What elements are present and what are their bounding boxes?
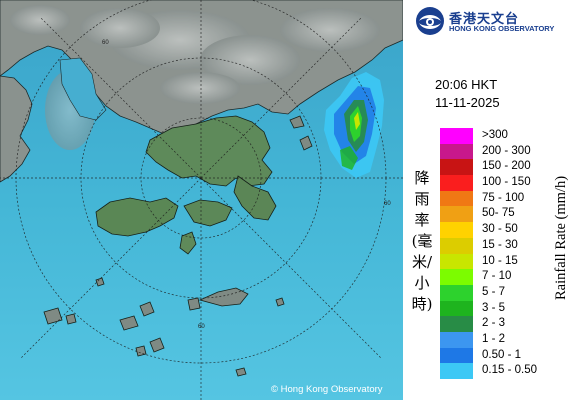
scale-swatch: [440, 316, 473, 332]
legend-panel: 香港天文台 HONG KONG OBSERVATORY 20:06 HKT 11…: [403, 0, 577, 400]
estuary: [59, 57, 107, 121]
observatory-name-en: HONG KONG OBSERVATORY: [449, 24, 555, 33]
range-ring-label: 60: [198, 324, 205, 330]
rain-echo: [324, 72, 384, 178]
sai-kung: [233, 175, 277, 221]
scale-label: 50- 75: [482, 207, 515, 220]
scale-label: 2 - 3: [482, 317, 506, 330]
scale-swatch: [440, 284, 473, 301]
radar-map-canvas: 60 60 60: [0, 0, 403, 400]
scale-label: 10 - 15: [482, 254, 518, 267]
scale-swatch: [440, 347, 473, 364]
scale-label: 100 - 150: [482, 176, 531, 189]
copyright-notice: © Hong Kong Observatory: [271, 384, 383, 395]
scale-label: 30 - 50: [482, 223, 518, 236]
color-scale-labels: >300 200 - 300 150 - 200 100 - 150 75 - 100 5…: [482, 128, 574, 379]
legend-title-cn: 降雨率(毫米/小時): [411, 169, 433, 313]
new-territories: [145, 115, 273, 187]
scale-swatch: [440, 253, 473, 270]
hko-logo-icon: [416, 7, 444, 35]
radar-map: 60 60 60 © Hong Kong Observatory: [0, 0, 403, 400]
cloud-cover: [10, 5, 380, 150]
range-rings: [0, 0, 403, 400]
scale-swatch: [440, 159, 473, 176]
scale-swatch: [440, 143, 473, 160]
scale-swatch: [440, 222, 473, 238]
scale-label: 1 - 2: [482, 332, 506, 345]
scale-label: 0.15 - 0.50: [482, 364, 537, 377]
scale-label: >300: [482, 129, 508, 141]
scale-swatch: [440, 269, 473, 285]
scale-swatch: [440, 128, 473, 144]
scale-label: 0.50 - 1: [482, 348, 521, 361]
observatory-name-cn: 香港天文台: [449, 11, 520, 26]
lamma-island: [179, 231, 197, 255]
west-coast-land: [0, 75, 33, 183]
scale-label: 3 - 5: [482, 301, 506, 314]
observation-date: 11-11-2025: [435, 95, 500, 110]
lantau-island: [95, 197, 179, 237]
scale-label: 15 - 30: [482, 238, 518, 251]
range-ring-label: 60: [384, 201, 391, 207]
scale-swatch: [440, 300, 473, 317]
observation-time: 20:06 HKT: [435, 77, 498, 92]
range-ring-label: 60: [102, 40, 109, 46]
scale-label: 7 - 10: [482, 270, 512, 283]
scale-label: 200 - 300: [482, 144, 531, 157]
scale-label: 5 - 7: [482, 285, 506, 298]
observatory-logo: 香港天文台 HONG KONG OBSERVATORY: [415, 6, 575, 36]
scale-swatch: [440, 190, 473, 207]
legend-title-en: Rainfall Rate (mm/h): [553, 175, 569, 300]
scale-label: 150 - 200: [482, 160, 531, 173]
scale-swatch: [440, 363, 473, 379]
scale-swatch: [440, 175, 473, 191]
scale-swatch: [440, 237, 473, 254]
color-scale: [440, 128, 473, 379]
hong-kong-island: [183, 199, 233, 227]
scale-swatch: [440, 206, 473, 223]
scale-swatch: [440, 331, 473, 348]
scale-label: 75 - 100: [482, 191, 525, 204]
